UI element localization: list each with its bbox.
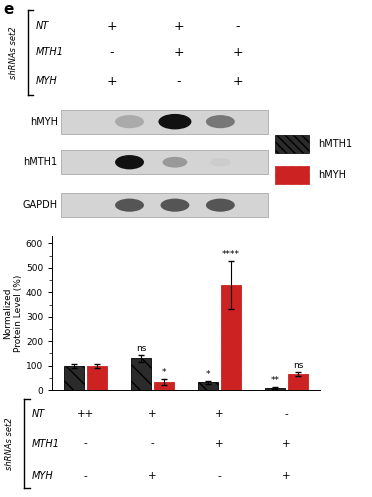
Text: MYH: MYH	[35, 76, 57, 86]
Text: NT: NT	[32, 409, 45, 418]
Text: +: +	[233, 75, 243, 87]
Bar	[131, 358, 151, 390]
Bar	[61, 193, 268, 217]
Text: MYH: MYH	[32, 471, 53, 481]
Bar	[288, 374, 308, 390]
Bar	[221, 285, 241, 390]
Text: -: -	[218, 471, 221, 481]
Ellipse shape	[163, 157, 187, 167]
Bar	[87, 366, 107, 390]
Text: +: +	[233, 46, 243, 59]
Text: hMYH: hMYH	[318, 170, 346, 180]
Ellipse shape	[210, 158, 231, 166]
Text: +: +	[106, 20, 117, 33]
Text: *: *	[206, 370, 210, 379]
Text: hMYH: hMYH	[30, 117, 58, 127]
Ellipse shape	[158, 114, 192, 129]
Text: NT: NT	[35, 21, 49, 31]
Text: ns: ns	[293, 361, 303, 370]
Bar	[275, 135, 309, 153]
Text: ****: ****	[222, 249, 240, 258]
Ellipse shape	[115, 115, 144, 128]
Ellipse shape	[206, 199, 235, 212]
Text: +: +	[106, 75, 117, 87]
Text: hMTH1: hMTH1	[23, 157, 58, 167]
Bar	[61, 110, 268, 134]
Ellipse shape	[206, 115, 235, 128]
Text: +: +	[215, 438, 224, 449]
Bar	[265, 388, 285, 390]
Text: -: -	[109, 46, 114, 59]
Text: +: +	[173, 46, 184, 59]
Text: MTH1: MTH1	[35, 48, 63, 58]
Text: +: +	[215, 409, 224, 418]
Text: -: -	[176, 75, 181, 87]
Ellipse shape	[160, 199, 189, 212]
Text: hMTH1: hMTH1	[318, 139, 352, 149]
Text: +: +	[148, 409, 157, 418]
Text: -: -	[84, 471, 87, 481]
Ellipse shape	[115, 199, 144, 212]
Text: -: -	[151, 438, 154, 449]
Text: -: -	[236, 20, 240, 33]
Text: -: -	[84, 438, 87, 449]
Text: +: +	[148, 471, 157, 481]
Text: MTH1: MTH1	[32, 438, 60, 449]
Text: shRNAs set2: shRNAs set2	[9, 26, 17, 79]
Y-axis label: Normalized
Protein Level (%): Normalized Protein Level (%)	[4, 274, 23, 352]
Text: e: e	[4, 2, 14, 17]
Text: -: -	[285, 409, 288, 418]
Bar	[154, 382, 174, 390]
Text: ns: ns	[136, 344, 146, 353]
Text: shRNAs set2: shRNAs set2	[5, 417, 14, 470]
Bar	[61, 150, 268, 174]
Bar	[275, 166, 309, 184]
Text: +: +	[282, 438, 291, 449]
Text: *: *	[162, 368, 166, 377]
Text: +: +	[173, 20, 184, 33]
Text: GAPDH: GAPDH	[23, 200, 58, 210]
Text: +: +	[282, 471, 291, 481]
Text: ++: ++	[77, 409, 94, 418]
Ellipse shape	[115, 155, 144, 169]
Text: **: **	[270, 376, 279, 385]
Bar	[64, 366, 84, 390]
Bar	[198, 382, 218, 390]
